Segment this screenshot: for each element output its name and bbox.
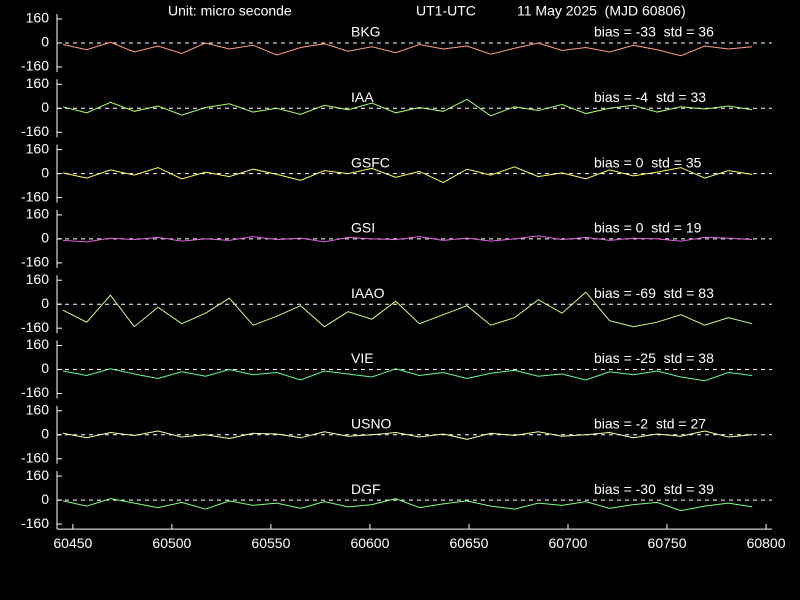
panel-label: IAAO [351, 285, 385, 301]
series-line [62, 291, 753, 328]
y-tick-label: -160 [21, 515, 49, 531]
panel-annotation: bias = -4 std = 33 [594, 89, 706, 105]
y-tick-label: 0 [41, 295, 49, 311]
series-line [62, 41, 753, 57]
x-tick-label: 60600 [350, 535, 389, 551]
x-tick-label: 60750 [648, 535, 687, 551]
y-tick-label: -160 [21, 319, 49, 335]
y-tick-label: -160 [21, 384, 49, 400]
series-line [62, 368, 753, 382]
y-tick-label: 160 [26, 75, 50, 91]
y-tick-label: 160 [26, 206, 50, 222]
unit-label: Unit: micro seconde [168, 3, 292, 19]
y-tick-label: 160 [26, 336, 50, 352]
y-tick-label: -160 [21, 188, 49, 204]
x-tick-label: 60450 [53, 535, 92, 551]
panel-annotation: bias = 0 std = 19 [594, 220, 702, 236]
panel-label: VIE [351, 350, 374, 366]
panel-label: DGF [351, 481, 381, 497]
series-line [62, 430, 753, 440]
series-line [62, 98, 753, 117]
panel-annotation: bias = -2 std = 27 [594, 416, 706, 432]
y-tick-label: 160 [26, 271, 50, 287]
panel-annotation: bias = 0 std = 35 [594, 154, 702, 170]
panel-label: USNO [351, 416, 392, 432]
x-tick-label: 60500 [152, 535, 191, 551]
x-tick-label: 60700 [549, 535, 588, 551]
y-tick-label: -160 [21, 123, 49, 139]
panel-annotation: bias = -69 std = 83 [594, 285, 714, 301]
panel-label: GSFC [351, 154, 390, 170]
y-tick-label: 0 [41, 491, 49, 507]
y-tick-label: 0 [41, 164, 49, 180]
panel-annotation: bias = -25 std = 38 [594, 350, 714, 366]
y-tick-label: -160 [21, 254, 49, 270]
y-tick-label: -160 [21, 58, 49, 74]
panel-annotation: bias = -33 std = 36 [594, 24, 714, 40]
y-tick-label: -160 [21, 450, 49, 466]
y-tick-label: 160 [26, 467, 50, 483]
series-line [62, 235, 753, 243]
series-line [62, 166, 753, 184]
y-tick-label: 160 [26, 10, 50, 26]
y-tick-label: 0 [41, 426, 49, 442]
series-line [62, 498, 753, 512]
date-label: 11 May 2025 (MJD 60806) [517, 3, 686, 19]
panel-label: IAA [351, 89, 374, 105]
y-tick-label: 0 [41, 230, 49, 246]
y-tick-label: 0 [41, 34, 49, 50]
y-tick-label: 0 [41, 99, 49, 115]
quantity-label: UT1-UTC [416, 3, 476, 19]
x-tick-label: 60550 [251, 535, 290, 551]
y-tick-label: 160 [26, 140, 50, 156]
panel-annotation: bias = -30 std = 39 [594, 481, 714, 497]
y-tick-label: 0 [41, 360, 49, 376]
panel-label: BKG [351, 24, 381, 40]
x-tick-label: 60800 [747, 535, 786, 551]
x-tick-label: 60650 [449, 535, 488, 551]
panel-label: GSI [351, 220, 375, 236]
y-tick-label: 160 [26, 402, 50, 418]
